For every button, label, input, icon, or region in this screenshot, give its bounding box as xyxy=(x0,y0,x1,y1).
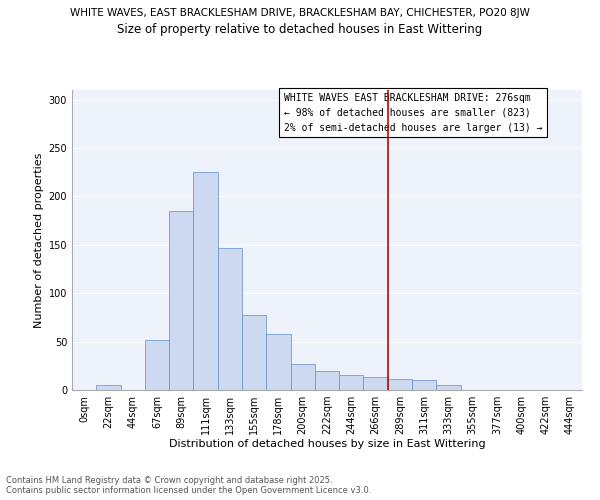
Bar xyxy=(290,364,315,390)
Bar xyxy=(364,378,388,390)
Bar xyxy=(339,376,364,390)
Bar xyxy=(242,314,266,390)
Bar xyxy=(412,380,436,390)
Bar xyxy=(193,172,218,390)
Text: WHITE WAVES, EAST BRACKLESHAM DRIVE, BRACKLESHAM BAY, CHICHESTER, PO20 8JW: WHITE WAVES, EAST BRACKLESHAM DRIVE, BRA… xyxy=(70,8,530,18)
Text: WHITE WAVES EAST BRACKLESHAM DRIVE: 276sqm
← 98% of detached houses are smaller : WHITE WAVES EAST BRACKLESHAM DRIVE: 276s… xyxy=(284,93,542,132)
Bar xyxy=(218,248,242,390)
Bar xyxy=(145,340,169,390)
Bar xyxy=(96,385,121,390)
Y-axis label: Number of detached properties: Number of detached properties xyxy=(34,152,44,328)
X-axis label: Distribution of detached houses by size in East Wittering: Distribution of detached houses by size … xyxy=(169,438,485,448)
Bar xyxy=(315,370,339,390)
Text: Contains HM Land Registry data © Crown copyright and database right 2025.
Contai: Contains HM Land Registry data © Crown c… xyxy=(6,476,371,495)
Bar xyxy=(266,334,290,390)
Bar xyxy=(436,385,461,390)
Bar xyxy=(169,211,193,390)
Bar xyxy=(388,380,412,390)
Text: Size of property relative to detached houses in East Wittering: Size of property relative to detached ho… xyxy=(118,22,482,36)
